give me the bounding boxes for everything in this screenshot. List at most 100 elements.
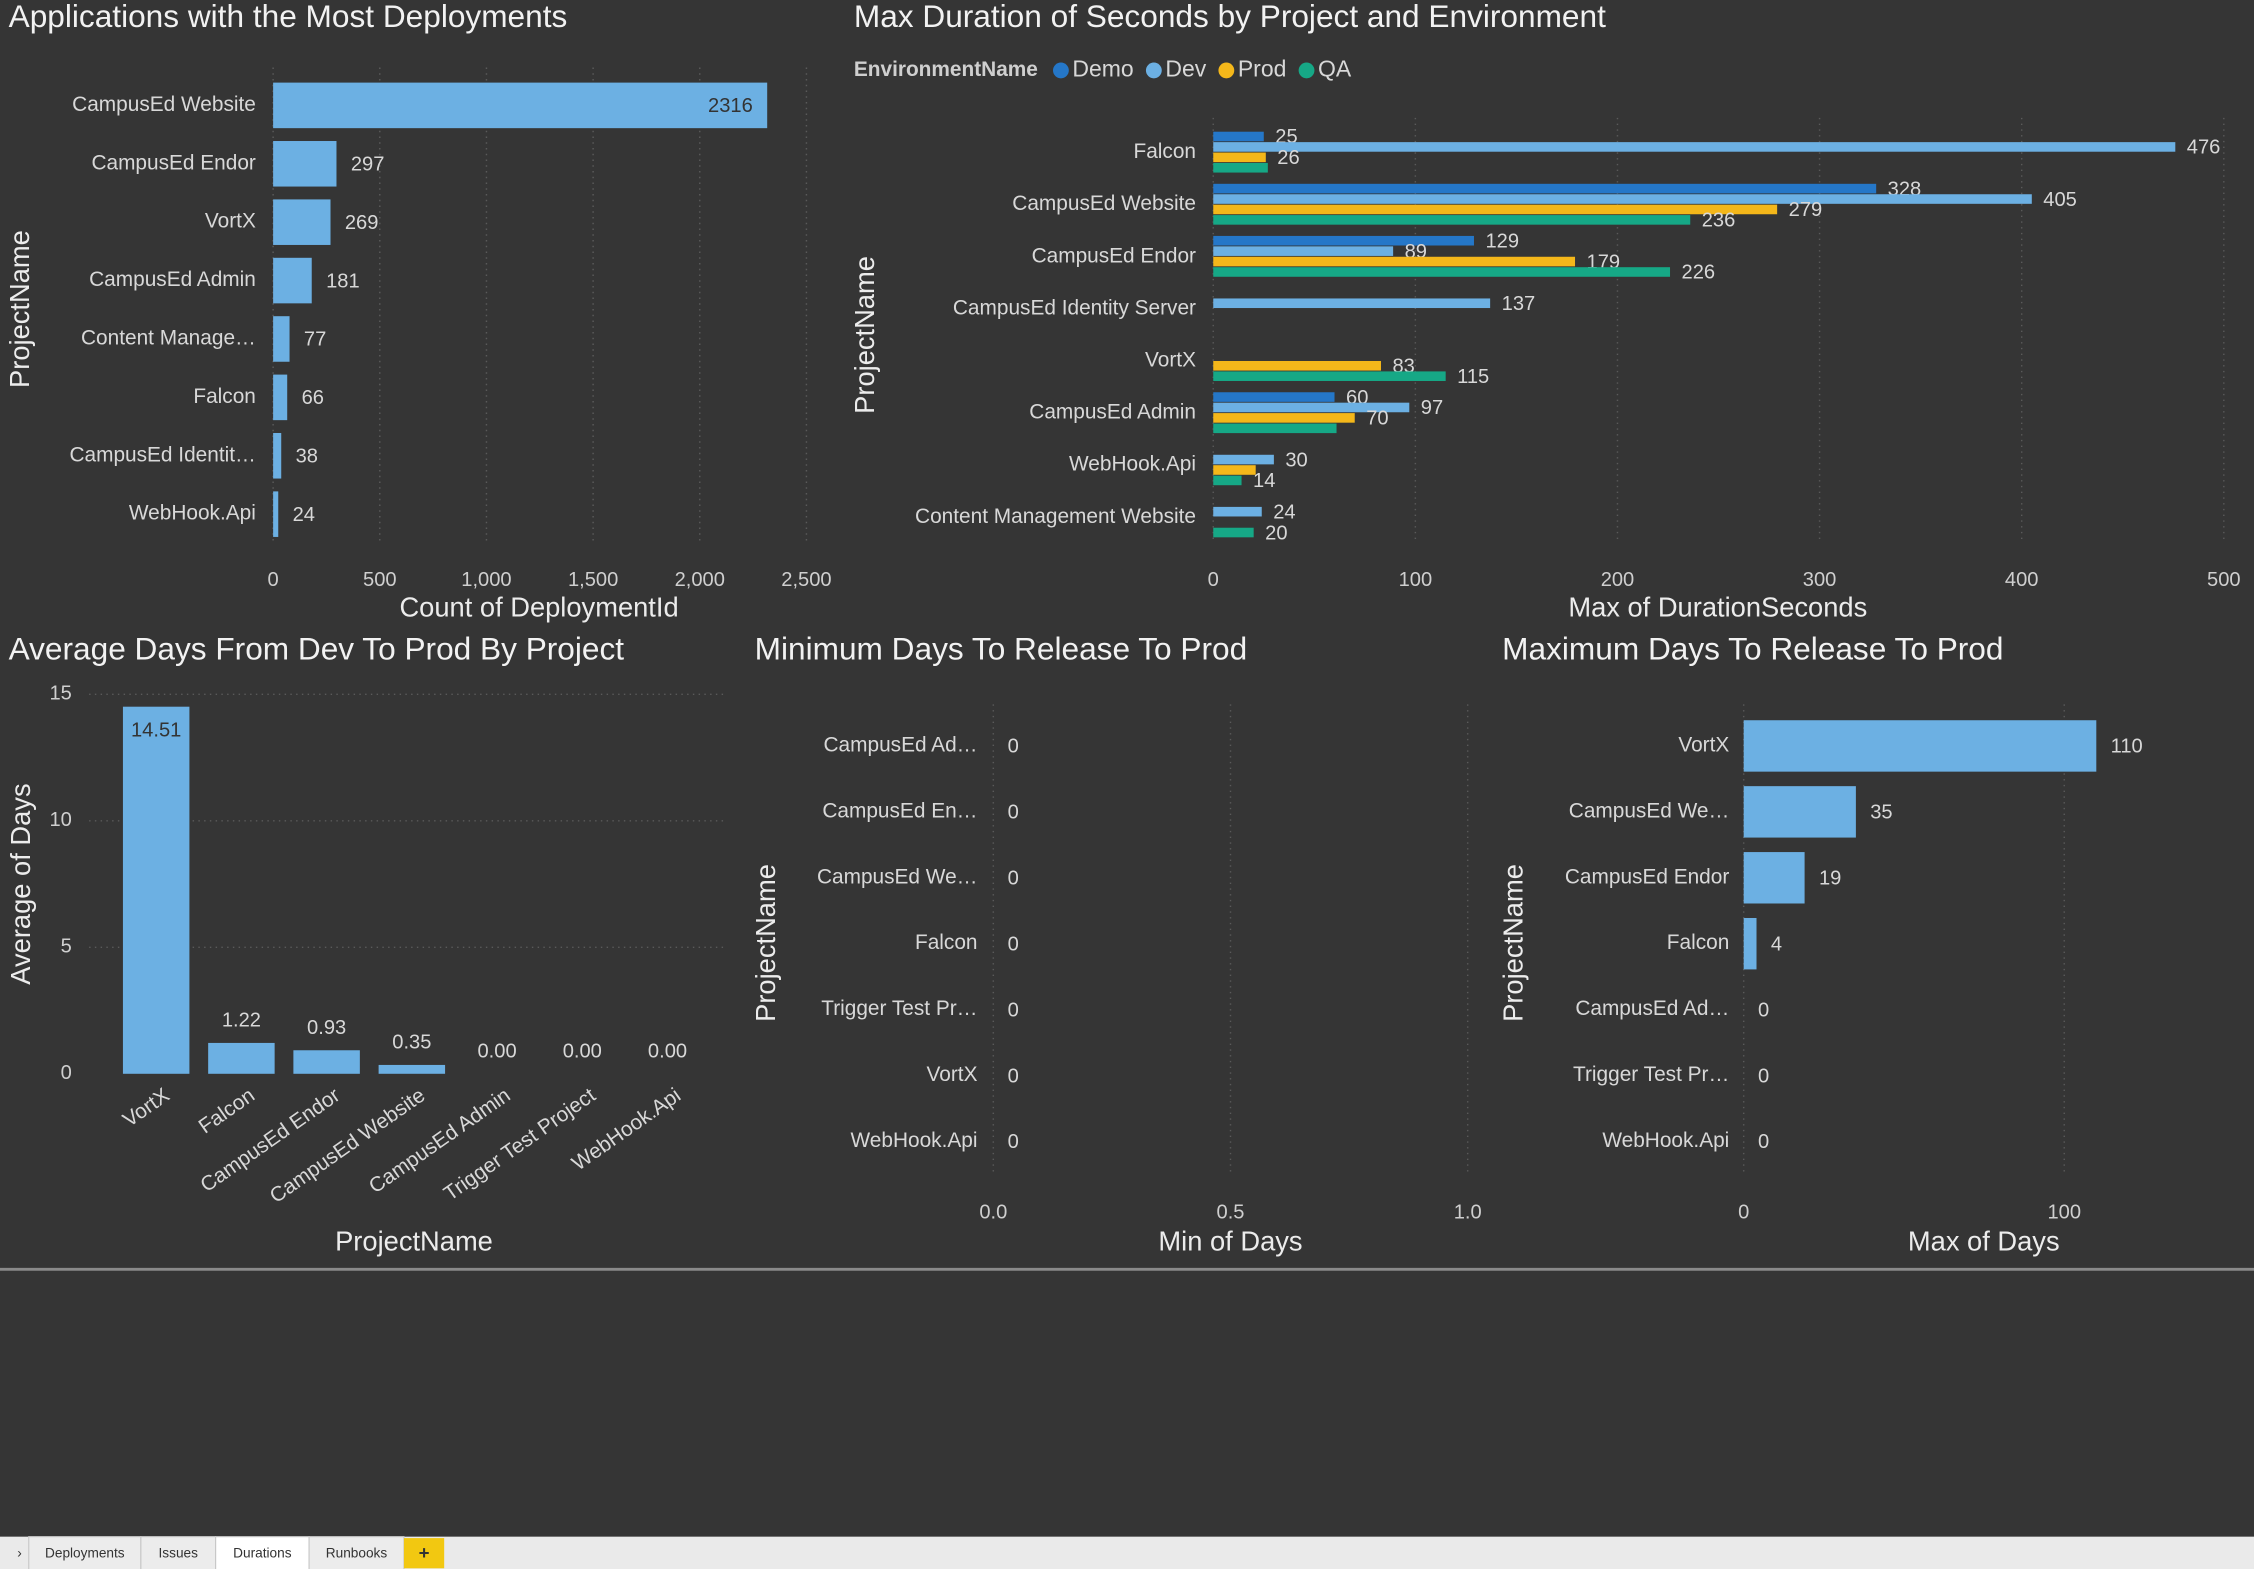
- bar: [273, 141, 337, 187]
- value-label: 297: [351, 154, 385, 176]
- value-label: 0.93: [307, 1017, 346, 1039]
- bar: [1213, 392, 1335, 402]
- y-tick-label: Falcon: [193, 385, 256, 408]
- chart-title: Maximum Days To Release To Prod: [1502, 631, 2003, 667]
- bar: [1743, 720, 2097, 772]
- legend-label: Dev: [1165, 56, 1206, 82]
- x-axis-title: Count of DeploymentId: [399, 592, 678, 623]
- y-tick-label: WebHook.Api: [129, 502, 256, 525]
- bar: [1213, 183, 1877, 194]
- value-label: 0: [1008, 1065, 1019, 1087]
- x-tick-label: 400: [2005, 569, 2039, 591]
- y-tick-label: Falcon: [915, 931, 978, 954]
- tab[interactable]: [308, 1536, 405, 1569]
- value-label: 4: [1771, 933, 1782, 955]
- y-tick-label: 0: [61, 1062, 72, 1084]
- tab-scroll[interactable]: ›: [17, 1546, 22, 1561]
- y-tick-label: CampusEd Admin: [1029, 401, 1196, 424]
- value-label: 26: [1277, 147, 1299, 169]
- tab[interactable]: [140, 1536, 217, 1569]
- x-tick-label: 2,000: [675, 569, 725, 591]
- add-tab-label[interactable]: +: [419, 1542, 430, 1563]
- legend-label: Prod: [1238, 56, 1287, 82]
- bar: [1213, 527, 1254, 538]
- y-tick-label: CampusEd Ad…: [824, 733, 978, 756]
- tab[interactable]: [28, 1536, 142, 1569]
- tab-label[interactable]: Deployments: [45, 1546, 125, 1561]
- x-tick-label: 0: [1738, 1202, 1749, 1224]
- x-tick-label: 0.5: [1217, 1202, 1245, 1224]
- y-tick-label: CampusEd Ad…: [1575, 997, 1729, 1020]
- value-label: 236: [1702, 210, 1736, 232]
- bar: [1213, 454, 1274, 465]
- x-tick-label: 0.0: [979, 1202, 1007, 1224]
- tab-label[interactable]: Durations: [233, 1546, 292, 1561]
- y-tick-label: 10: [49, 809, 71, 831]
- legend-marker: [1053, 62, 1069, 79]
- y-tick-label: CampusEd Admin: [89, 268, 256, 291]
- add-tab[interactable]: [403, 1538, 445, 1569]
- bar: [122, 706, 190, 1074]
- y-axis-title: ProjectName: [1497, 864, 1528, 1022]
- x-axis-title: Min of Days: [1158, 1226, 1302, 1257]
- bar: [1213, 235, 1474, 246]
- value-label: 14: [1253, 470, 1275, 492]
- value-label: 30: [1285, 449, 1307, 471]
- legend-label: Demo: [1072, 56, 1133, 82]
- x-tick-label: 2,500: [781, 569, 831, 591]
- value-label: 38: [296, 446, 318, 468]
- x-tick-label: 0: [268, 569, 279, 591]
- value-label: 476: [2187, 137, 2221, 159]
- x-tick-label: 500: [2207, 569, 2241, 591]
- value-label: 70: [1366, 408, 1388, 430]
- value-label: 77: [304, 329, 326, 351]
- y-tick-label: 15: [49, 683, 71, 705]
- y-tick-label: CampusEd We…: [1569, 799, 1730, 822]
- bar: [1213, 152, 1266, 163]
- bar: [273, 199, 331, 245]
- legend-marker: [1145, 62, 1162, 79]
- value-label: 0: [1758, 999, 1769, 1021]
- bar: [273, 316, 290, 362]
- legend-label: QA: [1318, 56, 1352, 82]
- tab-label[interactable]: Issues: [159, 1546, 199, 1561]
- y-tick-label: Content Management Website: [915, 505, 1196, 528]
- x-tick-label: 100: [2047, 1202, 2081, 1224]
- y-tick-label: CampusEd Identit…: [69, 443, 255, 466]
- value-label: 19: [1819, 868, 1841, 890]
- value-label: 1.22: [222, 1010, 261, 1032]
- y-tick-label: WebHook.Api: [1602, 1129, 1729, 1152]
- value-label: 0.35: [392, 1032, 431, 1054]
- legend-marker: [1218, 62, 1235, 79]
- x-tick-label: 100: [1399, 569, 1433, 591]
- y-tick-label: Content Manage…: [81, 326, 256, 349]
- y-tick-label: CampusEd Endor: [1565, 865, 1729, 888]
- value-label: 0: [1008, 999, 1019, 1021]
- y-tick-label: CampusEd Website: [1012, 192, 1196, 215]
- tab-label[interactable]: Runbooks: [326, 1546, 388, 1561]
- value-label: 226: [1682, 262, 1716, 284]
- bar: [273, 432, 282, 479]
- value-label: 0: [1758, 1131, 1769, 1153]
- legend-title: EnvironmentName: [854, 58, 1038, 81]
- value-label: 0.00: [563, 1041, 602, 1063]
- value-label: 2316: [708, 95, 753, 117]
- value-label: 24: [293, 504, 315, 526]
- y-tick-label: Falcon: [1133, 140, 1196, 163]
- value-label: 66: [302, 387, 324, 409]
- bar: [1213, 142, 2176, 152]
- value-label: 269: [345, 212, 379, 234]
- x-tick-label: 500: [363, 569, 397, 591]
- y-tick-label: CampusEd Identity Server: [953, 296, 1196, 319]
- bar: [378, 1064, 446, 1074]
- y-axis-title: Average of Days: [5, 783, 36, 984]
- value-label: 0: [1008, 736, 1019, 758]
- bar: [1213, 256, 1576, 267]
- chart-title: Max Duration of Seconds by Project and E…: [854, 0, 1606, 34]
- y-tick-label: VortX: [1678, 733, 1729, 756]
- y-tick-label: VortX: [205, 210, 256, 233]
- y-tick-label: CampusEd We…: [817, 865, 978, 888]
- bar: [1213, 298, 1491, 309]
- bar: [273, 491, 279, 537]
